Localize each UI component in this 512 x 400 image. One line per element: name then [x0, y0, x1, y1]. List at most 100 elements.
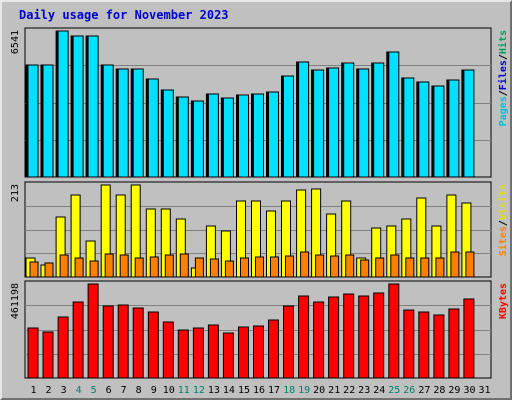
x-tick-label: 16 — [253, 385, 265, 396]
bar-kbytes-day-4 — [72, 301, 84, 379]
bar-sites-day-9 — [149, 256, 159, 278]
visits-panel: 213 Sites/Visits — [10, 181, 509, 278]
bar-pages-day-27 — [418, 81, 430, 178]
bar-pages-day-28 — [433, 85, 445, 178]
bar-pages-day-30 — [463, 69, 475, 178]
bar-pages-day-2 — [42, 64, 54, 178]
bar-sites-day-17 — [270, 256, 279, 278]
bar-pages-day-29 — [448, 79, 460, 178]
x-tick-label: 23 — [358, 385, 370, 396]
bar-pages-day-24 — [373, 62, 385, 178]
bar-kbytes-day-14 — [222, 332, 234, 379]
x-tick-label: 2 — [45, 385, 51, 396]
x-tick-label: 3 — [61, 385, 67, 396]
axis-title: Pages/Files/Hits — [497, 30, 509, 126]
bar-kbytes-day-26 — [403, 309, 415, 379]
x-tick-label: 25 — [388, 385, 400, 396]
bar-kbytes-day-16 — [253, 325, 264, 379]
x-tick-label: 19 — [298, 385, 310, 396]
y-max-label: 461198 — [10, 283, 21, 319]
bar-kbytes-day-7 — [117, 304, 129, 379]
bar-pages-day-21 — [328, 67, 340, 178]
x-tick-label: 29 — [448, 385, 460, 396]
bar-sites-day-11 — [179, 253, 189, 278]
bar-sites-day-29 — [450, 251, 460, 278]
bar-sites-day-27 — [420, 257, 430, 278]
bar-pages-day-17 — [268, 91, 279, 178]
bar-kbytes-day-24 — [373, 292, 385, 379]
bar-kbytes-day-1 — [27, 327, 39, 379]
x-tick-label: 1 — [30, 385, 36, 396]
bar-sites-day-30 — [465, 251, 475, 278]
bar-kbytes-day-19 — [298, 295, 310, 379]
x-tick-label: 31 — [478, 385, 490, 396]
bar-kbytes-day-20 — [313, 301, 325, 379]
bar-pages-day-11 — [177, 96, 189, 178]
bar-kbytes-day-8 — [132, 307, 144, 379]
axis-title-separator: / — [498, 54, 509, 60]
chart-title: Daily usage for November 2023 — [19, 8, 229, 22]
bar-sites-day-26 — [405, 257, 415, 278]
x-tick-label: 24 — [373, 385, 385, 396]
bar-kbytes-day-10 — [162, 321, 174, 379]
x-tick-label: 21 — [328, 385, 340, 396]
bar-pages-day-19 — [298, 61, 310, 178]
bar-sites-day-21 — [330, 255, 340, 278]
axis-title-part: Files — [497, 60, 509, 90]
kbytes-panel: 461198 KBytes — [10, 280, 509, 379]
bar-kbytes-day-21 — [328, 296, 340, 379]
bar-kbytes-day-15 — [238, 326, 249, 379]
bar-kbytes-day-11 — [177, 329, 189, 379]
bar-pages-day-9 — [147, 78, 159, 178]
bar-sites-day-8 — [134, 257, 144, 278]
x-tick-label: 6 — [106, 385, 112, 396]
bar-kbytes-day-28 — [433, 314, 445, 379]
bar-pages-day-7 — [117, 68, 129, 178]
axis-title-part: Visits — [497, 184, 509, 220]
bar-pages-day-15 — [238, 94, 249, 178]
x-tick-label: 14 — [223, 385, 235, 396]
bar-pages-day-22 — [343, 62, 355, 178]
bar-kbytes-day-12 — [192, 327, 204, 379]
bar-pages-day-18 — [283, 75, 294, 178]
bar-sites-day-15 — [240, 257, 249, 278]
bar-sites-day-24 — [375, 257, 385, 278]
bar-pages-day-25 — [388, 51, 400, 178]
bar-sites-day-10 — [164, 254, 174, 278]
axis-title-part: KBytes — [498, 283, 509, 319]
bar-sites-day-22 — [345, 254, 355, 278]
bar-kbytes-day-3 — [57, 316, 69, 379]
bar-kbytes-day-6 — [102, 305, 114, 379]
bar-pages-day-23 — [358, 68, 370, 178]
axis-title-part: Pages — [498, 96, 509, 126]
bar-kbytes-day-17 — [268, 319, 279, 379]
bar-pages-day-4 — [72, 35, 84, 178]
bar-sites-day-5 — [89, 260, 99, 278]
axis-title-separator: / — [498, 220, 509, 226]
bar-sites-day-12 — [194, 257, 204, 278]
bar-kbytes-day-22 — [343, 293, 355, 379]
bar-kbytes-day-5 — [87, 283, 99, 379]
x-tick-label: 15 — [238, 385, 250, 396]
bar-kbytes-day-25 — [388, 283, 400, 379]
bar-sites-day-19 — [300, 251, 310, 278]
bar-sites-day-7 — [119, 254, 129, 278]
x-tick-label: 20 — [313, 385, 325, 396]
x-tick-label: 7 — [121, 385, 127, 396]
x-tick-label: 10 — [163, 385, 175, 396]
axis-title-part: Sites — [497, 226, 509, 256]
bar-kbytes-day-9 — [147, 311, 159, 379]
x-tick-label: 26 — [403, 385, 415, 396]
bar-kbytes-day-18 — [283, 305, 294, 379]
x-tick-label: 9 — [151, 385, 157, 396]
axis-title: Sites/Visits — [497, 184, 509, 256]
bar-pages-day-1 — [27, 64, 39, 178]
bar-sites-day-2 — [44, 262, 54, 278]
bar-kbytes-day-27 — [418, 311, 430, 379]
x-tick-label: 28 — [433, 385, 445, 396]
x-tick-label: 5 — [91, 385, 97, 396]
x-tick-label: 12 — [193, 385, 205, 396]
bar-pages-day-13 — [207, 93, 219, 178]
x-tick-label: 4 — [76, 385, 82, 396]
